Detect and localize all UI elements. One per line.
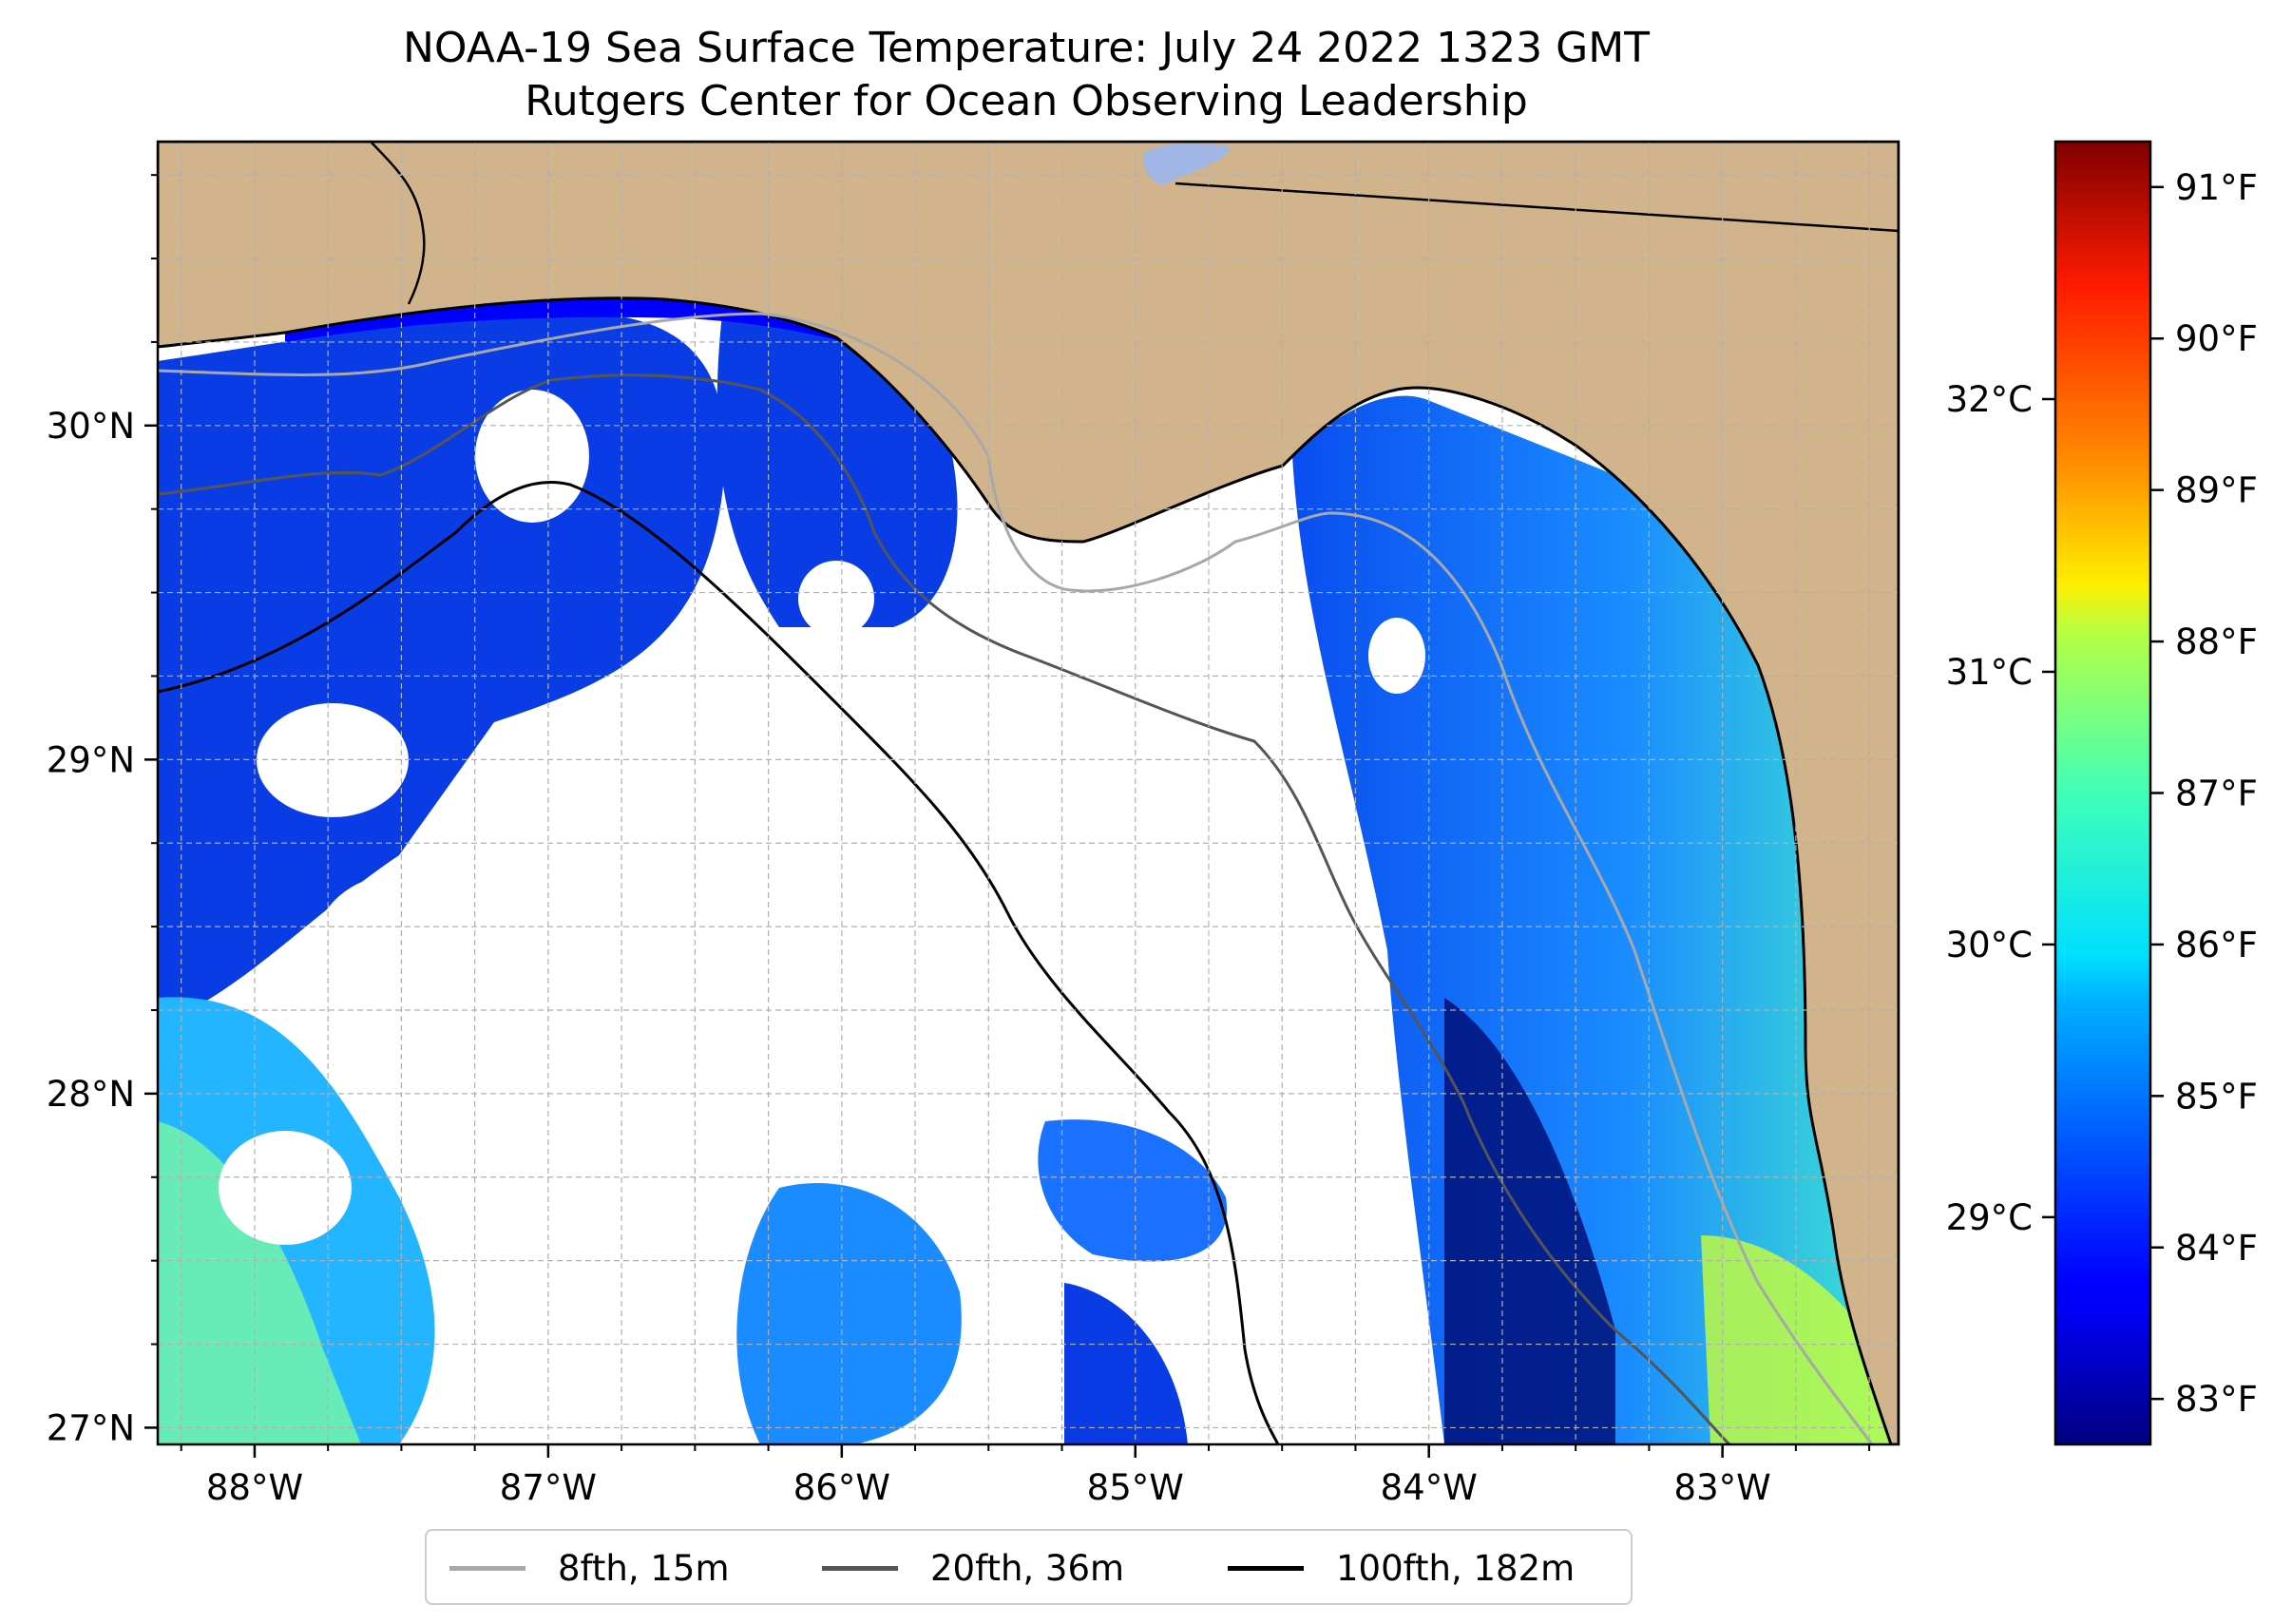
bathymetry-contours <box>158 312 1874 1444</box>
lat-tick-label: 27°N <box>47 1407 135 1448</box>
legend-label-8fth: 8fth, 15m <box>558 1547 730 1589</box>
colorbar-f-label: 86°F <box>2175 925 2258 965</box>
lon-tick-label: 87°W <box>500 1467 597 1508</box>
colorbar-f-label: 91°F <box>2175 167 2258 208</box>
colorbar-fahrenheit-axis: 83°F 84°F 85°F 86°F 87°F 88°F 89°F 90°F 91°F <box>2150 167 2258 1420</box>
lon-tick-label: 88°W <box>206 1467 303 1508</box>
colorbar-f-label: 84°F <box>2175 1228 2258 1269</box>
lon-axis: 88°W 87°W 86°W 85°W 84°W 83°W <box>180 1444 1871 1508</box>
colorbar-f-label: 88°F <box>2175 621 2258 662</box>
colorbar-c-label: 29°C <box>1946 1197 2033 1238</box>
contour-20fth <box>158 373 1731 1444</box>
lon-tick-label: 86°W <box>793 1467 890 1508</box>
colorbar-c-label: 30°C <box>1946 925 2033 965</box>
state-boundary <box>1175 182 1899 233</box>
lat-tick-label: 30°N <box>47 406 135 447</box>
map-area <box>158 142 1899 1444</box>
contour-legend: 8fth, 15m 20fth, 36m 100fth, 182m <box>425 1529 1633 1605</box>
colorbar-f-label: 83°F <box>2175 1379 2258 1420</box>
lat-axis: 30°N 29°N 28°N 27°N <box>47 174 158 1448</box>
map-frame <box>156 140 1900 1446</box>
cloud-holes <box>219 390 1425 1321</box>
state-boundary-west <box>370 142 426 305</box>
sst-map-figure: 88°W 87°W 86°W 85°W 84°W 83°W 30°N 29°N 28°N 27°… <box>47 140 2258 1508</box>
legend-item-20fth: 20fth, 36m <box>822 1531 1124 1605</box>
contour-8fth <box>158 312 1874 1444</box>
colorbar-celsius-axis: 29°C 30°C 31°C 32°C <box>1946 379 2055 1238</box>
land <box>158 142 1899 1444</box>
lon-tick-label: 84°W <box>1381 1467 1478 1508</box>
colorbar-f-label: 90°F <box>2175 318 2258 359</box>
legend-item-8fth: 8fth, 15m <box>449 1531 730 1605</box>
lat-tick-label: 28°N <box>47 1074 135 1115</box>
colorbar-f-label: 85°F <box>2175 1076 2258 1117</box>
colorbar <box>2053 140 2152 1446</box>
gridlines <box>158 142 1899 1444</box>
lon-tick-label: 83°W <box>1674 1467 1771 1508</box>
legend-swatch-20fth <box>822 1565 898 1571</box>
legend-label-100fth: 100fth, 182m <box>1336 1547 1576 1589</box>
chart-title: NOAA-19 Sea Surface Temperature: July 24… <box>402 24 1651 72</box>
legend-label-20fth: 20fth, 36m <box>930 1547 1125 1589</box>
chart-subtitle: Rutgers Center for Ocean Observing Leade… <box>525 77 1528 125</box>
lat-tick-label: 29°N <box>47 739 135 780</box>
contour-100fth <box>158 480 1280 1444</box>
legend-swatch-100fth <box>1228 1565 1304 1571</box>
colorbar-f-label: 89°F <box>2175 470 2258 511</box>
legend-swatch-8fth <box>449 1565 525 1571</box>
colorbar-f-label: 87°F <box>2175 774 2258 814</box>
lon-tick-label: 85°W <box>1087 1467 1184 1508</box>
colorbar-c-label: 31°C <box>1946 652 2033 693</box>
legend-item-100fth: 100fth, 182m <box>1228 1531 1575 1605</box>
colorbar-c-label: 32°C <box>1946 379 2033 420</box>
